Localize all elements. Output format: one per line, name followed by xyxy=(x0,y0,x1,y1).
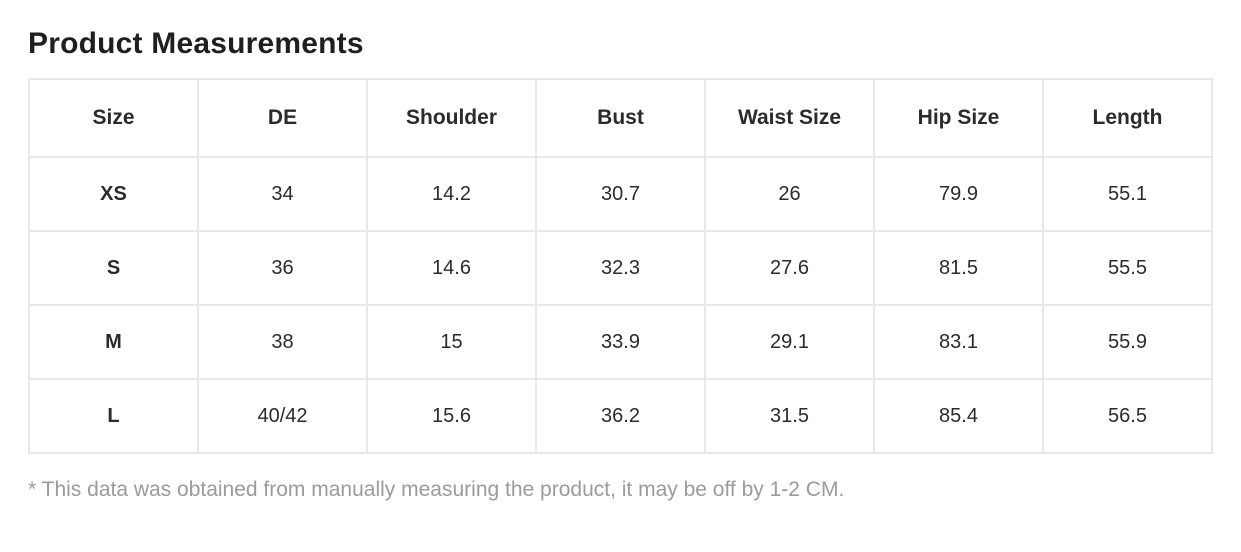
measurement-cell: 55.9 xyxy=(1042,304,1213,380)
measurement-disclaimer: * This data was obtained from manually m… xyxy=(28,478,845,501)
measurement-cell: 34 xyxy=(197,156,368,232)
page-title: Product Measurements xyxy=(28,27,364,60)
measurement-cell: 36.2 xyxy=(535,378,706,454)
measurement-cell: 56.5 xyxy=(1042,378,1213,454)
measurement-cell: 38 xyxy=(197,304,368,380)
measurement-cell: 79.9 xyxy=(873,156,1044,232)
column-header: Waist Size xyxy=(704,78,875,158)
measurement-cell: 55.5 xyxy=(1042,230,1213,306)
size-label-cell: S xyxy=(28,230,199,306)
table-header-row: Size DE Shoulder Bust Waist Size Hip Size Leng… xyxy=(28,78,1213,158)
table-head: Size DE Shoulder Bust Waist Size Hip Size Leng… xyxy=(28,78,1213,158)
measurement-cell: 26 xyxy=(704,156,875,232)
size-label-cell: L xyxy=(28,378,199,454)
measurements-table: Size DE Shoulder Bust Waist Size Hip Size Leng… xyxy=(28,78,1213,454)
measurement-cell: 36 xyxy=(197,230,368,306)
measurement-cell: 83.1 xyxy=(873,304,1044,380)
measurement-cell: 15.6 xyxy=(366,378,537,454)
column-header: DE xyxy=(197,78,368,158)
measurement-cell: 14.2 xyxy=(366,156,537,232)
table-row: XS 34 14.2 30.7 26 79.9 55.1 xyxy=(28,156,1213,232)
measurement-cell: 40/42 xyxy=(197,378,368,454)
measurement-cell: 30.7 xyxy=(535,156,706,232)
column-header: Bust xyxy=(535,78,706,158)
column-header: Shoulder xyxy=(366,78,537,158)
measurement-cell: 15 xyxy=(366,304,537,380)
product-measurements-section: Product Measurements Size DE Shoulder Bust W… xyxy=(28,27,1213,501)
measurement-cell: 85.4 xyxy=(873,378,1044,454)
size-label-cell: XS xyxy=(28,156,199,232)
table-row: L 40/42 15.6 36.2 31.5 85.4 56.5 xyxy=(28,378,1213,454)
measurement-cell: 31.5 xyxy=(704,378,875,454)
column-header: Hip Size xyxy=(873,78,1044,158)
column-header: Length xyxy=(1042,78,1213,158)
table-body: XS 34 14.2 30.7 26 79.9 55.1 S 36 14.6 32.3 27.6 81.… xyxy=(28,156,1213,454)
measurement-cell: 33.9 xyxy=(535,304,706,380)
size-label-cell: M xyxy=(28,304,199,380)
measurement-cell: 81.5 xyxy=(873,230,1044,306)
measurement-cell: 55.1 xyxy=(1042,156,1213,232)
measurement-cell: 14.6 xyxy=(366,230,537,306)
table-row: M 38 15 33.9 29.1 83.1 55.9 xyxy=(28,304,1213,380)
column-header: Size xyxy=(28,78,199,158)
measurement-cell: 29.1 xyxy=(704,304,875,380)
measurement-cell: 27.6 xyxy=(704,230,875,306)
measurement-cell: 32.3 xyxy=(535,230,706,306)
table-row: S 36 14.6 32.3 27.6 81.5 55.5 xyxy=(28,230,1213,306)
